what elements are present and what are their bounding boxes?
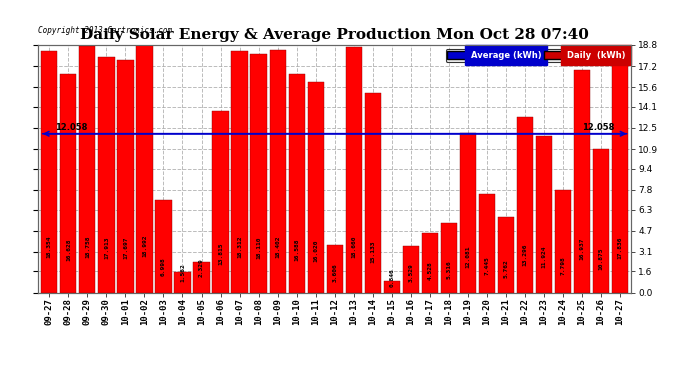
- Text: 4.528: 4.528: [427, 261, 432, 280]
- Text: 7.445: 7.445: [484, 257, 489, 276]
- Bar: [117, 60, 134, 292]
- Bar: [555, 190, 571, 292]
- Text: 3.606: 3.606: [332, 263, 337, 282]
- Text: 17.697: 17.697: [123, 237, 128, 259]
- Bar: [270, 50, 286, 292]
- Text: 18.312: 18.312: [237, 236, 242, 258]
- Bar: [403, 246, 419, 292]
- Text: 2.329: 2.329: [199, 258, 204, 277]
- Bar: [41, 51, 57, 292]
- Text: 17.913: 17.913: [104, 236, 109, 259]
- Text: 16.628: 16.628: [66, 238, 71, 261]
- Text: 15.133: 15.133: [371, 241, 375, 263]
- Text: 11.924: 11.924: [542, 246, 546, 268]
- Text: 10.875: 10.875: [598, 248, 604, 270]
- Bar: [137, 42, 152, 292]
- Bar: [155, 200, 172, 292]
- Text: 5.762: 5.762: [503, 260, 509, 278]
- Text: 18.758: 18.758: [85, 235, 90, 258]
- Bar: [479, 195, 495, 292]
- Bar: [422, 233, 438, 292]
- Title: Daily Solar Energy & Average Production Mon Oct 28 07:40: Daily Solar Energy & Average Production …: [80, 28, 589, 42]
- Text: 6.998: 6.998: [161, 257, 166, 276]
- Bar: [231, 51, 248, 292]
- Bar: [384, 281, 400, 292]
- Bar: [60, 74, 77, 292]
- Text: 7.798: 7.798: [560, 256, 565, 275]
- Text: 18.660: 18.660: [351, 235, 356, 258]
- Bar: [175, 272, 190, 292]
- Text: 12.058: 12.058: [582, 123, 614, 132]
- Bar: [535, 135, 552, 292]
- Text: 18.402: 18.402: [275, 236, 280, 258]
- Text: 12.081: 12.081: [465, 246, 471, 268]
- Text: 18.992: 18.992: [142, 235, 147, 257]
- Bar: [346, 47, 362, 292]
- Text: 5.316: 5.316: [446, 260, 451, 279]
- Bar: [193, 262, 210, 292]
- Text: 16.020: 16.020: [313, 239, 318, 262]
- Text: 1.562: 1.562: [180, 264, 185, 282]
- Bar: [441, 222, 457, 292]
- Text: 12.058: 12.058: [55, 123, 88, 132]
- Bar: [517, 117, 533, 292]
- Bar: [593, 149, 609, 292]
- Text: 16.588: 16.588: [294, 238, 299, 261]
- Text: 13.815: 13.815: [218, 243, 223, 266]
- Text: 0.846: 0.846: [389, 268, 394, 287]
- Text: 3.529: 3.529: [408, 263, 413, 282]
- Bar: [288, 74, 305, 292]
- Bar: [79, 45, 95, 292]
- Bar: [213, 111, 228, 292]
- Legend: Average (kWh), Daily  (kWh): Average (kWh), Daily (kWh): [446, 49, 627, 62]
- Text: 17.836: 17.836: [618, 237, 622, 259]
- Bar: [574, 69, 590, 292]
- Bar: [497, 217, 514, 292]
- Bar: [612, 58, 628, 292]
- Bar: [326, 245, 343, 292]
- Bar: [250, 54, 266, 292]
- Bar: [364, 93, 381, 292]
- Text: 18.354: 18.354: [47, 236, 52, 258]
- Text: 13.296: 13.296: [522, 244, 527, 266]
- Text: 16.937: 16.937: [580, 238, 584, 261]
- Bar: [99, 57, 115, 292]
- Text: 18.110: 18.110: [256, 236, 261, 259]
- Text: Copyright 2013 Cartronics.com: Copyright 2013 Cartronics.com: [38, 26, 172, 35]
- Bar: [460, 134, 476, 292]
- Bar: [308, 82, 324, 292]
